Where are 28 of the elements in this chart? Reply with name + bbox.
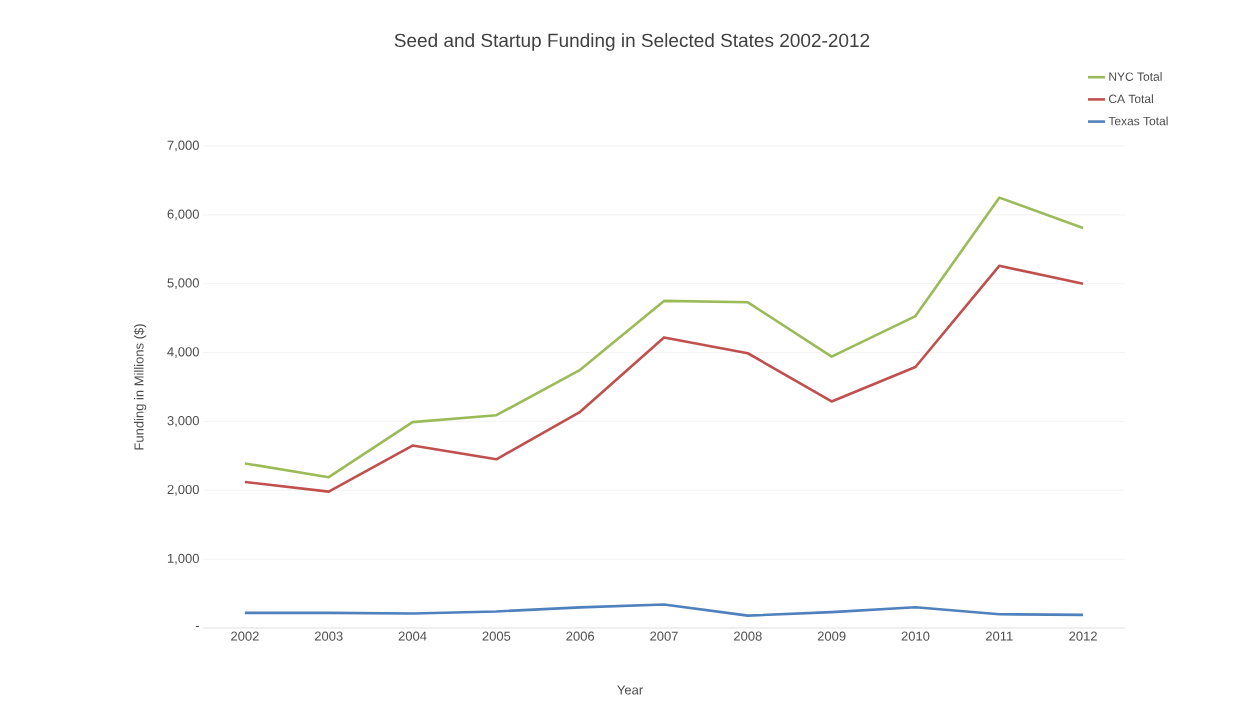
y-tick-label: - — [195, 626, 199, 628]
y-tick-label: 5,000 — [167, 278, 199, 290]
x-tick-label: 2009 — [817, 631, 846, 641]
y-tick-label: 4,000 — [167, 347, 199, 358]
x-tick-label: 2006 — [566, 631, 595, 641]
y-tick-label: 2,000 — [167, 484, 199, 496]
x-tick-label: 2004 — [398, 631, 427, 641]
legend-label: CA Total — [1109, 94, 1153, 104]
x-tick-label: 2012 — [1069, 631, 1097, 641]
x-tick-label: 2010 — [901, 631, 930, 641]
x-axis-title: Year — [617, 685, 643, 695]
line-series — [243, 196, 1085, 479]
x-tick-label: 2003 — [314, 631, 343, 641]
x-tick-label: 2007 — [650, 631, 678, 641]
legend-label: Texas Total — [1108, 116, 1168, 126]
chart-title: Seed and Startup Funding in Selected States 2002-2012 — [394, 33, 870, 51]
x-tick-label: 2008 — [734, 631, 762, 641]
y-tick-label: 7,000 — [167, 140, 199, 152]
y-tick-label: 3,000 — [167, 416, 199, 427]
x-tick-label: 2011 — [985, 631, 1013, 641]
legend-label: NYC Total — [1109, 72, 1162, 81]
line-series — [243, 264, 1085, 493]
x-tick-label: 2005 — [482, 631, 511, 641]
y-tick-label: 6,000 — [167, 209, 199, 221]
line-series — [243, 603, 1085, 617]
y-tick-label: 1,000 — [167, 553, 199, 565]
y-axis-title: Funding in Millions ($) — [133, 324, 147, 450]
x-tick-label: 2002 — [231, 631, 259, 641]
